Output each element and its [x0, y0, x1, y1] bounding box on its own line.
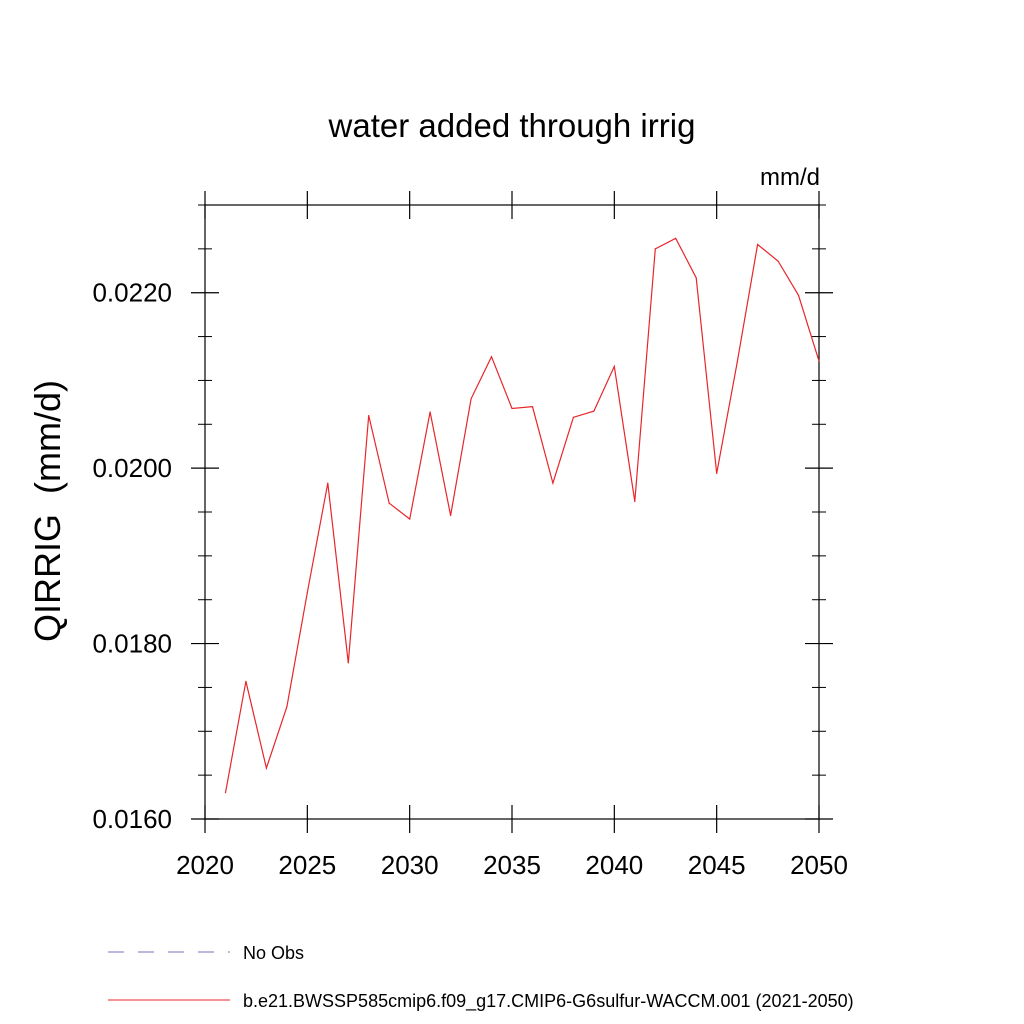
- x-tick-label: 2035: [483, 850, 541, 880]
- data-point: [224, 792, 227, 794]
- data-point: [327, 482, 329, 484]
- x-tick-label: 2050: [790, 850, 848, 880]
- y-tick-label: 0.0160: [92, 804, 172, 834]
- data-point: [286, 706, 288, 708]
- data-point: [757, 243, 759, 246]
- x-tick-label: 2030: [381, 850, 439, 880]
- chart-title: water added through irrig: [328, 107, 696, 144]
- plot-frame: [204, 204, 820, 820]
- data-point: [511, 407, 513, 410]
- legend-label: b.e21.BWSSP585cmip6.f09_g17.CMIP6-G6sulf…: [243, 991, 854, 1012]
- data-point: [654, 248, 656, 250]
- units-label: mm/d: [760, 164, 820, 191]
- data-point: [306, 592, 308, 594]
- data-point: [634, 500, 636, 503]
- data-point: [368, 414, 370, 417]
- series-group: [224, 237, 820, 794]
- x-tick-label: 2020: [176, 850, 234, 880]
- data-point: [797, 294, 800, 296]
- data-point: [818, 360, 820, 362]
- data-point: [490, 356, 493, 358]
- data-point: [675, 237, 677, 239]
- data-point: [716, 472, 718, 475]
- data-point: [388, 502, 390, 504]
- series-line: [224, 237, 820, 793]
- y-tick-label: 0.0220: [92, 278, 172, 308]
- data-point: [552, 482, 554, 484]
- data-point: [593, 410, 595, 412]
- data-point: [450, 514, 452, 517]
- data-point: [736, 362, 738, 364]
- data-point: [572, 416, 575, 418]
- data-point: [777, 260, 779, 262]
- data-point: [531, 406, 534, 408]
- axis-ticks: [191, 191, 833, 833]
- legend: No Obs b.e21.BWSSP585cmip6.f09_g17.CMIP6-…: [108, 943, 854, 1012]
- data-point: [613, 365, 615, 367]
- data-point: [245, 680, 247, 682]
- x-tick-label: 2040: [585, 850, 643, 880]
- data-point: [409, 518, 411, 520]
- data-point: [695, 277, 697, 279]
- y-tick-label: 0.0180: [92, 629, 172, 659]
- data-point: [265, 767, 267, 769]
- axis-tick-labels: 2020 2025 2030 2035 2040 2045 2050 0.0160 0.0180…: [92, 278, 847, 880]
- x-tick-label: 2025: [278, 850, 336, 880]
- data-point: [470, 398, 472, 400]
- data-point: [347, 662, 349, 664]
- y-tick-label: 0.0200: [92, 453, 172, 483]
- y-axis-label: QIRRIG (mm/d): [27, 380, 68, 642]
- data-point: [429, 411, 431, 413]
- legend-label: No Obs: [243, 943, 304, 963]
- x-tick-label: 2045: [688, 850, 746, 880]
